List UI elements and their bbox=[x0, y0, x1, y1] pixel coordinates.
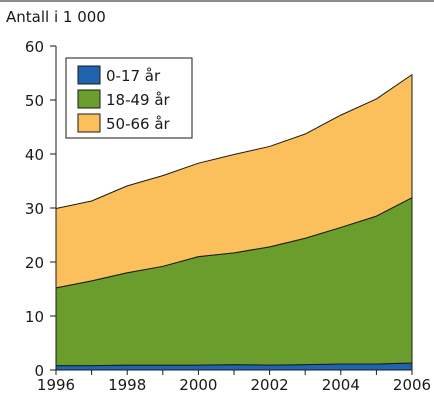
x-tick-label: 2004 bbox=[322, 376, 360, 394]
chart-title: Antall i 1 000 bbox=[6, 8, 106, 26]
legend-label-1: 18-49 år bbox=[106, 91, 171, 109]
y-tick-label: 50 bbox=[25, 92, 44, 110]
x-tick-label: 1996 bbox=[37, 376, 75, 394]
legend-label-0: 0-17 år bbox=[106, 67, 161, 85]
y-tick-label: 30 bbox=[25, 200, 44, 218]
legend-swatch-0 bbox=[77, 65, 101, 85]
x-tick-label: 2000 bbox=[179, 376, 217, 394]
y-tick-label: 40 bbox=[25, 146, 44, 164]
area-series-2 bbox=[55, 74, 413, 289]
x-tick-label: 1998 bbox=[108, 376, 146, 394]
legend-swatch-2 bbox=[77, 113, 101, 133]
axes: 0 10 20 30 40 50 60 1996 1998 2000 2002 2004 2006 bbox=[25, 38, 431, 394]
x-tick-label: 2006 bbox=[393, 376, 431, 394]
y-tick-label: 20 bbox=[25, 254, 44, 272]
legend-label-2: 50-66 år bbox=[106, 115, 171, 133]
y-tick-label: 10 bbox=[25, 308, 44, 326]
legend-swatch-1 bbox=[77, 89, 101, 109]
x-tick-label: 2002 bbox=[251, 376, 289, 394]
area-layers bbox=[55, 74, 413, 371]
y-tick-label: 0 bbox=[34, 362, 44, 380]
y-tick-label: 60 bbox=[25, 38, 44, 56]
legend: 0-17 år 18-49 år 50-66 år bbox=[65, 57, 193, 139]
